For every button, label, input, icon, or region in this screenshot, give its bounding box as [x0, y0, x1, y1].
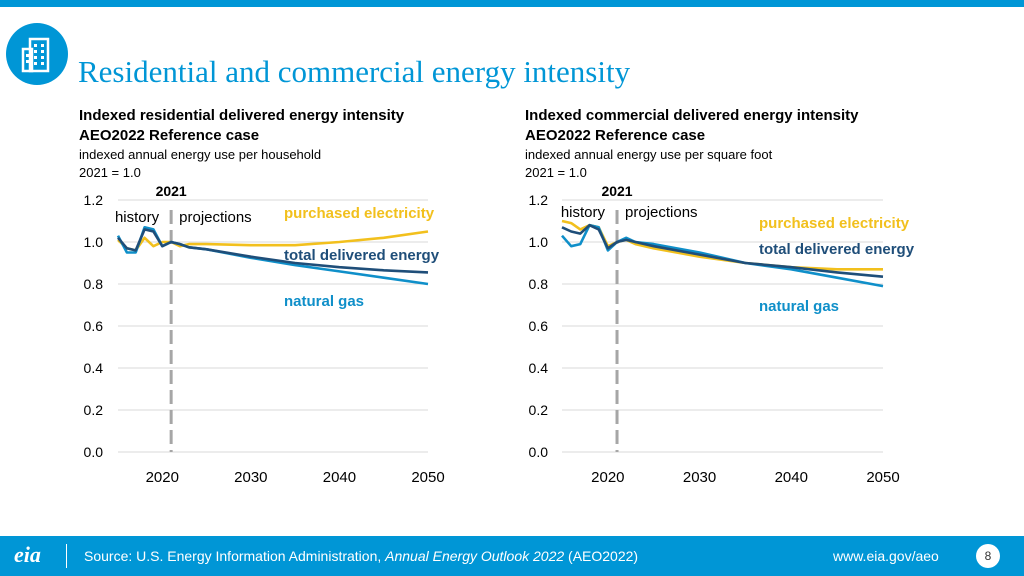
x-tick-label: 2030: [234, 469, 267, 486]
page-title: Residential and commercial energy intens…: [78, 54, 631, 89]
chart-ylabel: indexed annual energy use per square foo…: [525, 147, 773, 162]
source-note: Source: U.S. Energy Information Administ…: [84, 548, 638, 564]
residential-chart-header: Indexed residential delivered energy int…: [79, 106, 404, 182]
series-label-electricity: purchased electricity: [759, 215, 910, 232]
source-title: Annual Energy Outlook 2022: [385, 548, 565, 564]
y-tick-label: 1.0: [529, 234, 549, 250]
series-label-electricity: purchased electricity: [284, 205, 435, 222]
eia-logo: eia: [14, 542, 41, 567]
y-tick-label: 0.6: [529, 318, 549, 334]
commercial-intensity-chart: 0.0 0.2 0.4 0.6 0.8 1.0 1.2 2020 2030 2040 2050 202…: [529, 183, 915, 486]
x-tick-label: 2020: [146, 469, 179, 486]
marker-year-label: 2021: [156, 183, 187, 199]
history-label: history: [561, 204, 606, 221]
y-tick-label: 0.8: [529, 276, 549, 292]
y-tick-label: 0.2: [529, 402, 549, 418]
y-tick-label: 0.4: [84, 360, 104, 376]
x-tick-label: 2030: [683, 469, 716, 486]
projections-label: projections: [625, 204, 698, 221]
footer-divider: [66, 544, 67, 568]
series-label-gas: natural gas: [284, 293, 364, 310]
history-label: history: [115, 209, 160, 226]
projections-label: projections: [179, 209, 252, 226]
chart-subtitle: AEO2022 Reference case: [79, 127, 260, 144]
chart-index-note: 2021 = 1.0: [525, 165, 587, 180]
x-tick-label: 2020: [591, 469, 624, 486]
y-tick-label: 0.6: [84, 318, 104, 334]
x-tick-label: 2040: [775, 469, 808, 486]
eia-url-link[interactable]: www.eia.gov/aeo: [833, 548, 939, 564]
y-tick-label: 0.8: [84, 276, 104, 292]
y-tick-label: 0.2: [84, 402, 104, 418]
y-tick-label: 0.4: [529, 360, 549, 376]
chart-ylabel: indexed annual energy use per household: [79, 147, 322, 162]
residential-intensity-chart: 0.0 0.2 0.4 0.6 0.8 1.0 1.2 2020 2030 2040 2050 202…: [84, 183, 445, 486]
y-tick-label: 1.2: [84, 192, 104, 208]
series-label-total: total delivered energy: [284, 247, 440, 264]
series-label-total: total delivered energy: [759, 241, 915, 258]
footer: eia Source: U.S. Energy Information Admi…: [0, 536, 1024, 576]
x-tick-label: 2050: [411, 469, 444, 486]
marker-year-label: 2021: [601, 183, 632, 199]
x-tick-label: 2050: [866, 469, 899, 486]
x-tick-label: 2040: [323, 469, 356, 486]
series-label-gas: natural gas: [759, 298, 839, 315]
chart-subtitle: AEO2022 Reference case: [525, 127, 706, 144]
y-tick-label: 1.2: [529, 192, 549, 208]
y-tick-label: 0.0: [84, 444, 104, 460]
series-line-total-delivered-energy: [117, 228, 429, 274]
series-line-natural-gas: [561, 223, 884, 288]
chart-title: Indexed commercial delivered energy inte…: [525, 107, 859, 124]
y-tick-label: 0.0: [529, 444, 549, 460]
source-suffix: (AEO2022): [564, 548, 639, 564]
series-line-total-delivered-energy: [561, 223, 884, 278]
page-number: 8: [976, 544, 1000, 568]
building-icon: [6, 23, 68, 85]
commercial-chart-header: Indexed commercial delivered energy inte…: [525, 106, 858, 182]
y-tick-label: 1.0: [84, 234, 104, 250]
source-prefix: Source: U.S. Energy Information Administ…: [84, 548, 386, 564]
chart-index-note: 2021 = 1.0: [79, 165, 141, 180]
top-accent-bar: [0, 0, 1024, 7]
chart-title: Indexed residential delivered energy int…: [79, 107, 405, 124]
